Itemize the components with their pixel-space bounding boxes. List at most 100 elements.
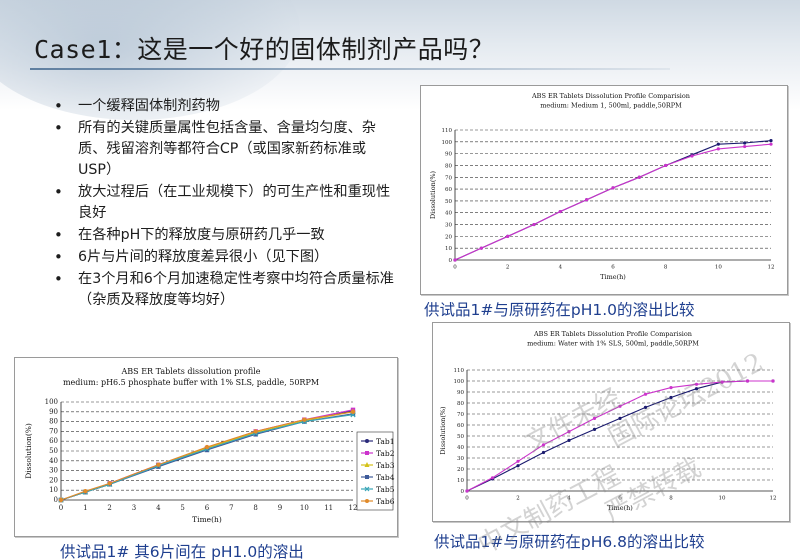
y-tick-label: 10 — [49, 486, 58, 494]
data-point — [743, 141, 747, 145]
data-point — [532, 222, 536, 227]
data-point — [302, 417, 307, 422]
data-point — [643, 405, 648, 409]
series-line — [60, 413, 354, 501]
y-tick-label: 30 — [445, 223, 452, 229]
data-point — [592, 427, 597, 431]
x-tick-label: 2 — [516, 496, 520, 502]
bullet-dot-icon: • — [54, 97, 63, 115]
caption-ph1-comparison: 供试品1#与原研药在pH1.0的溶出比较 — [424, 301, 695, 319]
slide-title: Case1：这是一个好的固体制剂产品吗？ — [34, 30, 494, 66]
data-point — [365, 475, 369, 479]
data-point — [611, 186, 615, 190]
data-point — [716, 142, 720, 146]
y-tick-label: 20 — [457, 467, 464, 473]
data-point — [669, 395, 673, 400]
data-point — [365, 451, 369, 455]
data-point — [743, 144, 747, 149]
legend-entry: Tab3 — [376, 461, 395, 470]
series-line — [60, 414, 354, 501]
y-tick-label: 0 — [461, 489, 465, 495]
caption-six-tablets: 供试品1# 其6片间在 pH1.0的溶出 — [60, 543, 304, 560]
data-point — [643, 392, 648, 396]
y-tick-label: 10 — [445, 246, 452, 252]
data-point — [83, 488, 88, 494]
chart-panel-ph68-comparison: ABS ER Tablets Dissolution Profile Compa… — [432, 322, 790, 522]
data-point — [365, 499, 369, 503]
x-tick-label: 5 — [180, 504, 184, 512]
legend-entry: Tab4 — [376, 473, 395, 482]
bullet-dot-icon: • — [54, 119, 63, 137]
chart-panel-ph1-comparison: ABS ER Tablets Dissolution Profile Compa… — [420, 85, 788, 295]
data-point — [453, 258, 457, 262]
x-tick-label: 4 — [567, 496, 571, 502]
data-point — [592, 416, 597, 420]
x-tick-label: 0 — [453, 265, 457, 271]
chart-six-tablets: ABS ER Tablets dissolution profile medium… — [24, 367, 395, 524]
legend-box — [356, 431, 394, 511]
x-tick-label: 12 — [768, 265, 775, 271]
data-point — [541, 443, 546, 447]
y-tick-label: 0 — [449, 258, 453, 264]
legend-entry: Tab6 — [376, 497, 395, 506]
data-point — [365, 439, 369, 443]
x-tick-label: 9 — [278, 504, 282, 512]
x-tick-label: 6 — [611, 265, 615, 271]
y-tick-label: 80 — [457, 401, 464, 407]
chart-title: ABS ER Tablets Dissolution Profile Compa… — [533, 330, 692, 338]
data-point — [669, 386, 673, 390]
data-point — [204, 444, 210, 450]
bullet-dot-icon: • — [54, 183, 63, 201]
data-point — [618, 416, 622, 420]
y-tick-label: 60 — [49, 437, 58, 445]
x-tick-label: 12 — [349, 504, 358, 512]
bullet-dot-icon: • — [54, 248, 63, 266]
x-tick-label: 4 — [156, 504, 161, 512]
data-point — [364, 486, 370, 492]
data-point — [516, 464, 520, 468]
data-point — [716, 147, 720, 151]
chart-title: ABS ER Tablets Dissolution Profile Compa… — [531, 92, 690, 100]
y-tick-label: 90 — [457, 390, 464, 396]
x-axis-label: Time(h) — [192, 515, 222, 524]
title-divider — [30, 68, 670, 70]
data-point — [618, 404, 622, 408]
data-point — [204, 447, 210, 453]
y-tick-label: 0 — [54, 496, 58, 504]
chart-subtitle: medium: Medium 1, 500ml, paddle,50RPM — [540, 102, 682, 110]
chart-subtitle: medium: pH6.5 phosphate buffer with 1% S… — [63, 378, 319, 387]
data-point — [253, 432, 258, 437]
series-line — [60, 411, 354, 501]
y-tick-label: 50 — [445, 199, 452, 205]
data-point — [490, 476, 495, 480]
y-tick-label: 100 — [45, 398, 58, 406]
y-tick-label: 70 — [457, 412, 464, 418]
x-axis-label: Time(h) — [600, 273, 626, 281]
data-point — [58, 497, 64, 503]
y-tick-label: 80 — [49, 418, 58, 426]
title-case-label: Case1： — [34, 35, 138, 64]
x-tick-label: 12 — [770, 496, 777, 502]
bullet-item: • 一个缓释固体制剂药物 — [54, 97, 220, 115]
bullet-item: • 所有的关键质量属性包括含量、含量均匀度、杂质、残留溶剂等都符合CP（或国家新药… — [54, 119, 376, 178]
y-tick-label: 40 — [49, 457, 58, 465]
bullet-item: • 在各种pH下的释放度与原研药几乎一致 — [54, 226, 325, 244]
data-point — [771, 379, 775, 383]
data-point — [107, 481, 112, 486]
data-point — [769, 139, 773, 143]
y-tick-label: 100 — [442, 140, 453, 146]
y-tick-label: 40 — [445, 211, 452, 217]
title-question: 这是一个好的固体制剂产品吗？ — [137, 35, 495, 64]
series-line — [60, 411, 354, 501]
x-tick-label: 8 — [664, 265, 668, 271]
data-point — [585, 198, 589, 202]
y-tick-label: 50 — [457, 434, 464, 440]
data-point — [506, 234, 510, 238]
y-axis-label: Dissolution(%) — [439, 406, 447, 455]
series-line — [454, 140, 772, 261]
data-point — [364, 462, 370, 467]
y-tick-label: 110 — [442, 128, 453, 134]
x-tick-label: 2 — [506, 265, 510, 271]
data-point — [690, 154, 694, 158]
bullet-item: • 6片与片间的释放度差异很小（见下图） — [54, 248, 329, 266]
